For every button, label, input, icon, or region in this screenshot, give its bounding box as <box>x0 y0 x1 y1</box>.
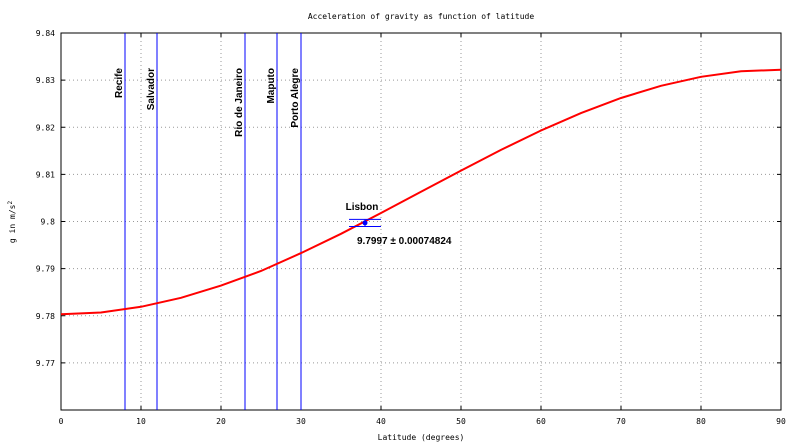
city-label: Maputo <box>266 68 277 104</box>
y-axis-label-sup: 2 <box>7 201 14 205</box>
x-tick-label: 70 <box>616 417 626 426</box>
y-tick-labels: 9.77 9.78 9.79 9.8 9.81 9.82 9.83 9.84 <box>36 29 55 368</box>
y-tick-label: 9.77 <box>36 359 55 368</box>
city-label: Rio de Janeiro <box>234 68 245 137</box>
x-tick-label: 20 <box>216 417 226 426</box>
lisbon-value-label: 9.7997 ± 0.00074824 <box>357 236 452 247</box>
lisbon-point <box>349 218 381 227</box>
lisbon-marker <box>362 220 368 226</box>
x-tick-labels: 0 10 20 30 40 50 60 70 80 90 <box>59 417 786 426</box>
y-tick-label: 9.81 <box>36 170 55 179</box>
y-tick-label: 9.78 <box>36 312 55 321</box>
grid <box>61 33 781 410</box>
x-tick-label: 80 <box>696 417 706 426</box>
city-label: Recife <box>114 68 125 98</box>
lisbon-label: Lisbon <box>346 202 379 213</box>
gravity-curve <box>60 68 782 316</box>
x-tick-label: 60 <box>536 417 546 426</box>
axis-ticks <box>60 32 782 410</box>
x-axis-label: Latitude (degrees) <box>378 433 465 442</box>
city-label: Porto Alegre <box>290 68 301 128</box>
city-label: Salvador <box>146 68 157 110</box>
y-tick-label: 9.84 <box>36 29 55 38</box>
x-tick-label: 0 <box>59 417 64 426</box>
chart-title: Acceleration of gravity as function of l… <box>308 12 535 21</box>
y-axis-label-text: g in m/s <box>8 204 17 243</box>
city-labels: Recife Salvador Rio de Janeiro Maputo Porto … <box>114 68 301 137</box>
y-tick-label: 9.83 <box>36 76 55 85</box>
y-tick-label: 9.82 <box>36 123 55 132</box>
city-lines <box>124 33 302 410</box>
x-tick-label: 40 <box>376 417 386 426</box>
y-axis-label: g in m/s2 <box>7 201 17 244</box>
x-tick-label: 50 <box>456 417 466 426</box>
x-tick-label: 30 <box>296 417 306 426</box>
x-tick-label: 90 <box>776 417 786 426</box>
x-tick-label: 10 <box>136 417 146 426</box>
y-tick-label: 9.8 <box>41 218 56 227</box>
y-tick-label: 9.79 <box>36 265 55 274</box>
